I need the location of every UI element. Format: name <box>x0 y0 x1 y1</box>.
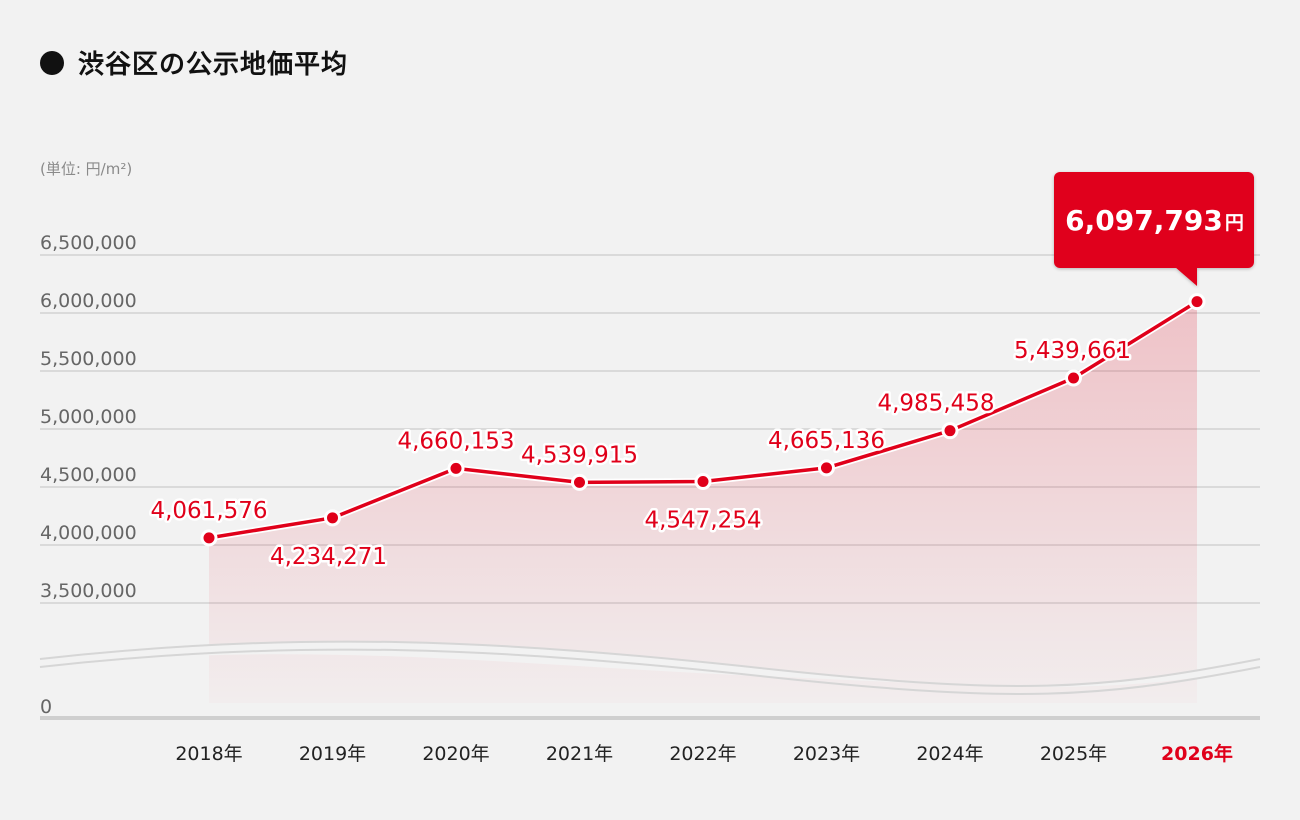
data-point <box>1188 293 1206 311</box>
callout-value: 6,097,793 <box>1065 204 1223 237</box>
data-label: 4,539,915 <box>521 442 638 468</box>
y-tick-label: 5,500,000 <box>40 348 137 370</box>
x-tick-label: 2025年 <box>1040 743 1107 765</box>
axis-break-line <box>39 648 1261 695</box>
y-tick-label: 6,500,000 <box>40 232 137 254</box>
unit-label: (単位: 円/m²) <box>40 160 133 178</box>
y-tick-label: 4,000,000 <box>40 522 137 544</box>
axis-break-line <box>39 640 1261 687</box>
data-label: 4,061,576 <box>150 498 267 524</box>
y-tick-label: 6,000,000 <box>40 290 137 312</box>
x-tick-label: 2023年 <box>793 743 860 765</box>
x-tick-label: 2024年 <box>916 743 983 765</box>
x-tick-label: 2020年 <box>422 743 489 765</box>
title-bullet-icon <box>40 50 64 75</box>
y-tick-label: 5,000,000 <box>40 406 137 428</box>
area-fill <box>209 301 1197 703</box>
y-tick-label: 3,500,000 <box>40 580 137 602</box>
data-label: 4,660,153 <box>397 428 514 454</box>
data-point <box>571 473 588 491</box>
data-label: 4,234,271 <box>270 544 387 570</box>
data-point <box>694 473 712 491</box>
data-point <box>324 509 341 527</box>
x-tick-label: 2026年 <box>1161 742 1233 765</box>
data-label: 4,985,458 <box>877 391 994 417</box>
x-tick-label: 2018年 <box>175 743 242 765</box>
callout-pointer <box>1175 267 1197 286</box>
chart-title: 渋谷区の公示地価平均 <box>78 50 349 80</box>
y-tick-label: 4,500,000 <box>40 464 137 486</box>
data-point <box>941 422 959 440</box>
data-point <box>818 459 835 477</box>
callout-box <box>1054 172 1254 268</box>
x-tick-label: 2021年 <box>546 743 613 765</box>
x-tick-label: 2022年 <box>669 743 736 765</box>
data-point <box>447 459 465 477</box>
data-label: 5,439,661 <box>1014 338 1131 364</box>
chart-title-block: 渋谷区の公示地価平均 <box>40 44 348 81</box>
callout-unit: 円 <box>1225 212 1244 234</box>
data-label: 4,547,254 <box>644 508 761 534</box>
x-tick-label: 2019年 <box>299 743 366 765</box>
highlight-callout: 6,097,793 円 <box>1054 172 1254 286</box>
y-tick-label: 0 <box>40 696 52 718</box>
data-point <box>1065 369 1082 387</box>
data-point <box>200 529 218 547</box>
data-label: 4,665,136 <box>768 428 885 454</box>
